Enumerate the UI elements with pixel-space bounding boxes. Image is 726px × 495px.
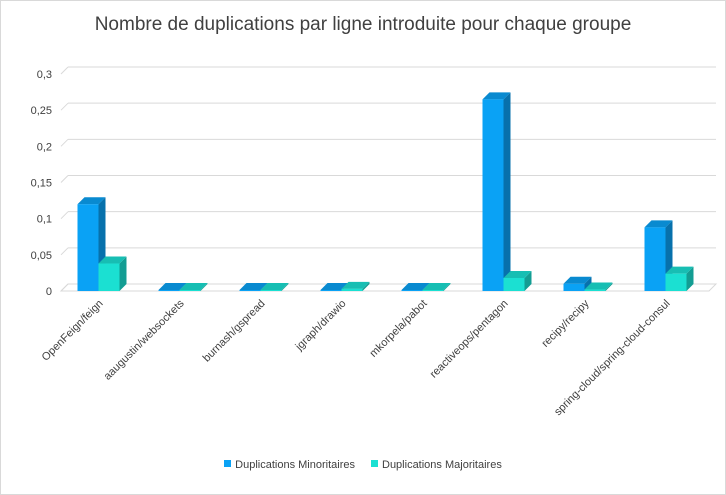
bar-minoritaires bbox=[482, 92, 511, 291]
x-tick-label: mkorpela/pabot bbox=[368, 298, 430, 360]
y-tick-label: 0,1 bbox=[37, 214, 52, 226]
bar-majoritaires bbox=[260, 283, 289, 291]
gridline-depth bbox=[60, 247, 69, 256]
x-tick-label: OpenFeign/feign bbox=[40, 298, 106, 364]
legend: Duplications Minoritaires Duplications Ma… bbox=[0, 459, 726, 471]
gridlines bbox=[59, 66, 718, 292]
legend-item-majoritaires: Duplications Majoritaires bbox=[371, 459, 502, 471]
gridline-depth bbox=[60, 283, 69, 292]
gridline-depth bbox=[60, 66, 69, 75]
y-tick-label: 0,15 bbox=[31, 178, 52, 190]
x-tick-label: recipy/recipy bbox=[539, 297, 591, 349]
x-tick-label: reactiveops/pentagon bbox=[428, 298, 511, 381]
bars bbox=[77, 92, 694, 291]
bar-majoritaires bbox=[98, 256, 127, 291]
bar-majoritaires bbox=[422, 283, 451, 291]
legend-item-minoritaires: Duplications Minoritaires bbox=[224, 459, 355, 471]
bar-majoritaires bbox=[665, 266, 694, 291]
chart-title: Nombre de duplications par ligne introdu… bbox=[94, 14, 632, 35]
legend-label: Duplications Minoritaires bbox=[235, 459, 355, 471]
x-tick-label: burnash/gspread bbox=[201, 298, 268, 365]
legend-label: Duplications Majoritaires bbox=[382, 459, 502, 471]
bar-majoritaires bbox=[341, 281, 370, 291]
bar-majoritaires bbox=[179, 283, 208, 291]
y-tick-label: 0,2 bbox=[37, 141, 52, 153]
gridline-depth bbox=[60, 175, 69, 183]
y-tick-label: 0,05 bbox=[31, 250, 52, 262]
bar-majoritaires bbox=[584, 282, 613, 291]
legend-swatch bbox=[224, 460, 232, 467]
y-tick-label: 0,25 bbox=[31, 105, 52, 117]
gridline-depth bbox=[60, 138, 69, 147]
bar-minoritaires bbox=[563, 276, 592, 291]
gridline-depth bbox=[60, 102, 69, 111]
y-tick-label: 0 bbox=[46, 286, 52, 298]
legend-swatch bbox=[371, 460, 378, 467]
x-tick-label: jgraph/drawio bbox=[293, 298, 349, 354]
bar-majoritaires bbox=[503, 270, 532, 291]
x-tick-label: aaugustin/websockets bbox=[102, 297, 187, 382]
y-tick-label: 0,3 bbox=[37, 69, 52, 81]
y-axis: 0 0,05 0,1 0,15 0,2 0,25 0,3 bbox=[31, 69, 52, 298]
gridline-depth bbox=[60, 211, 69, 220]
